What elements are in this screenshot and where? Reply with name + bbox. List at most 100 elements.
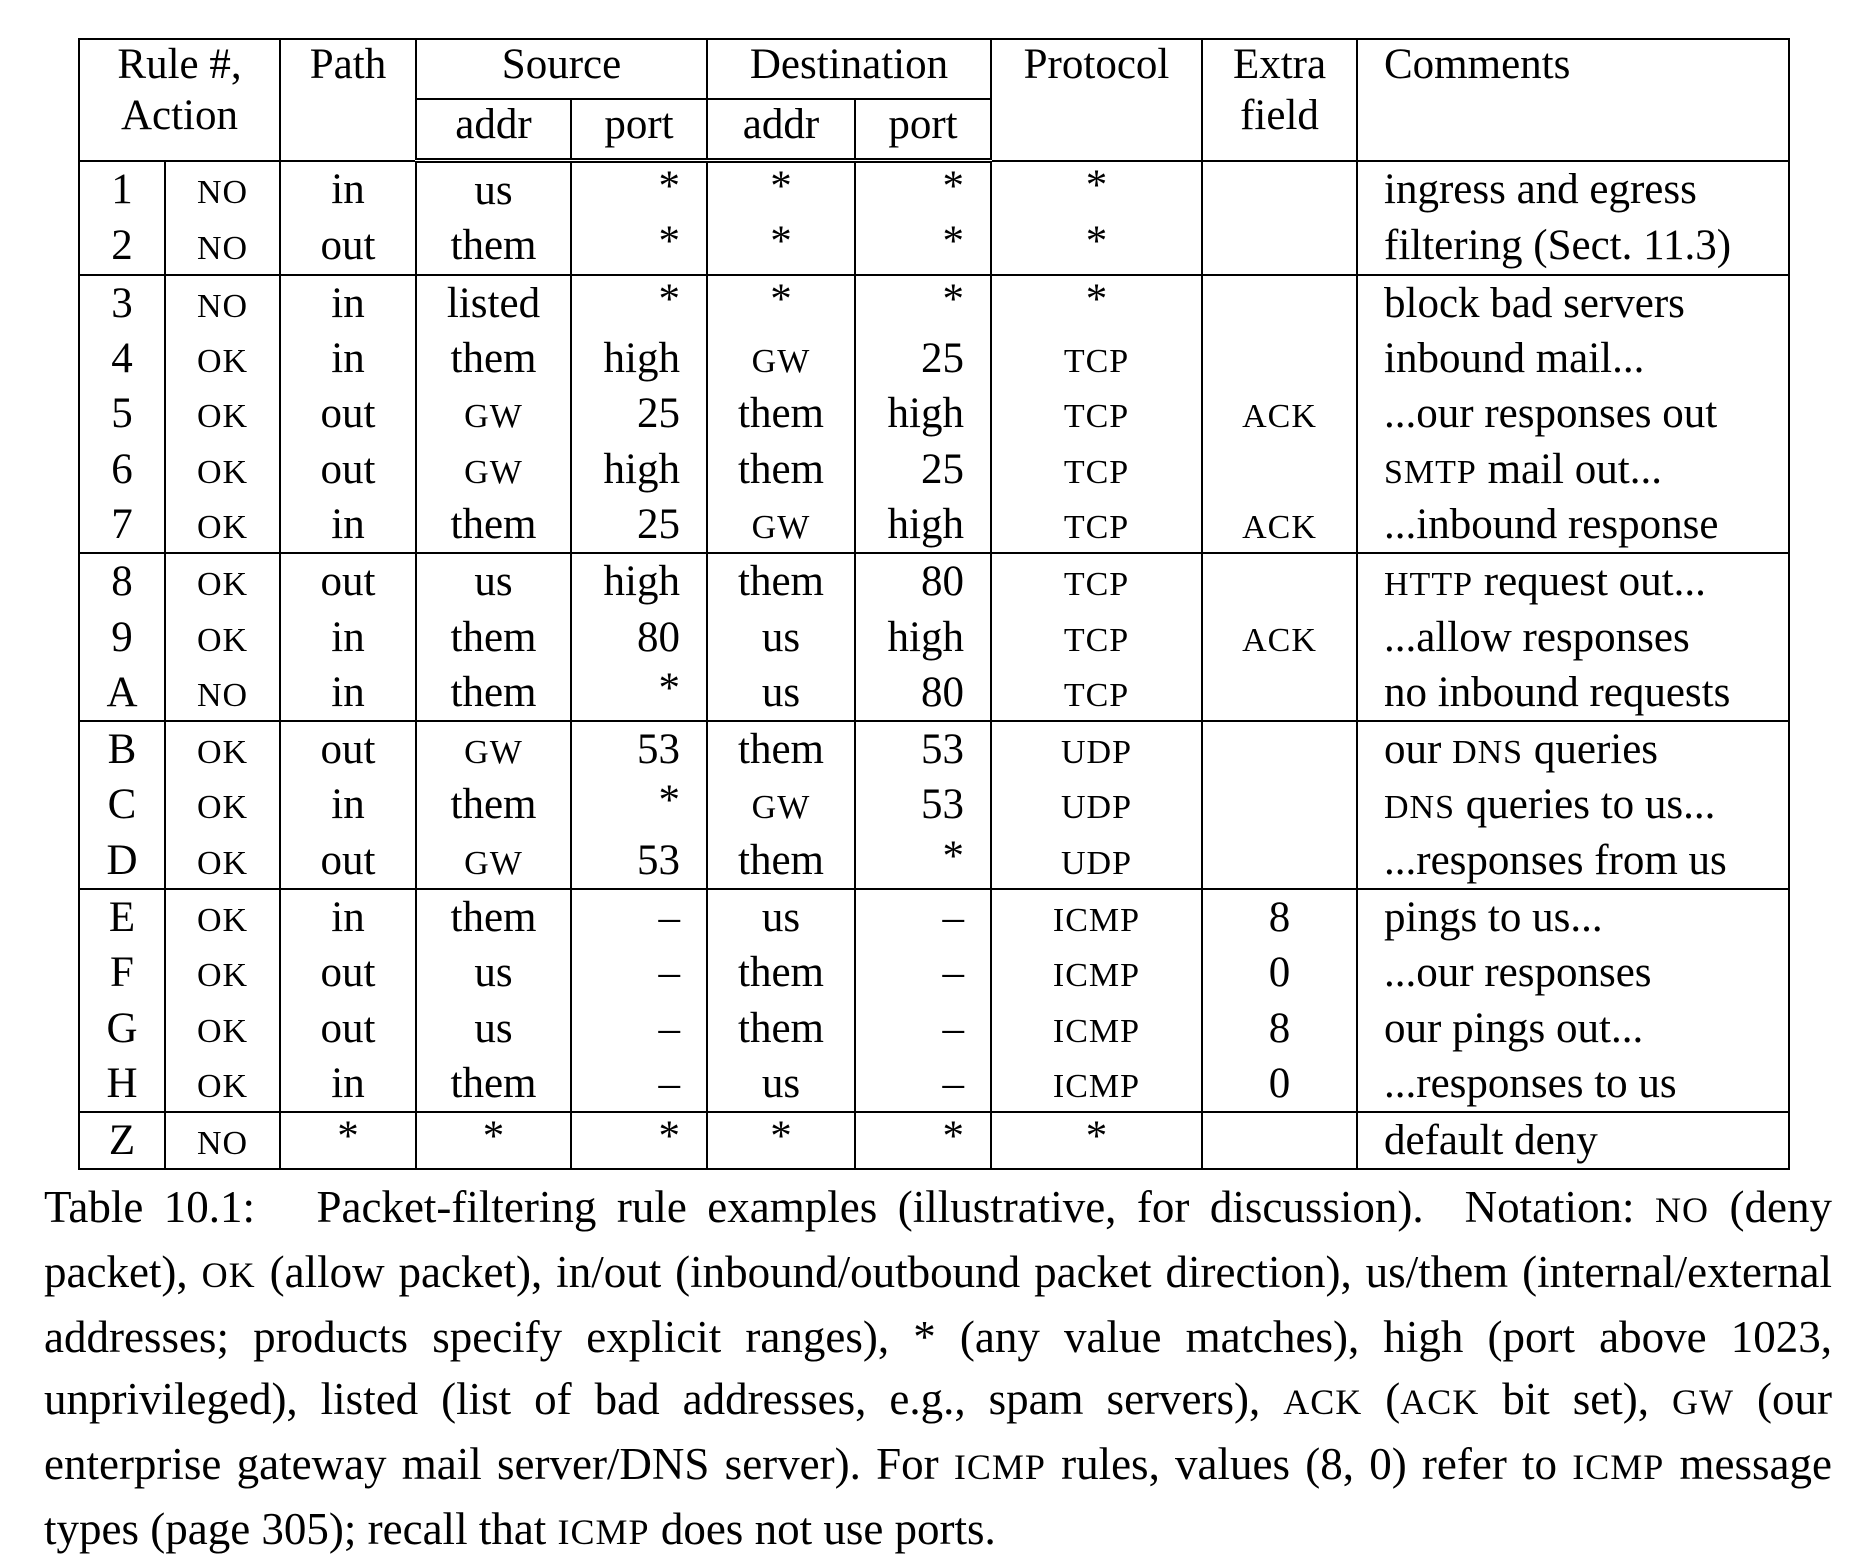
rule-path: in [279,887,417,946]
rule-path-value: in [331,500,365,548]
rule-extra-field-value: ACK [1242,621,1317,659]
rule-number: B [78,719,166,778]
rule-protocol-value: TCP [1063,453,1130,491]
rule-protocol-value: * [1085,162,1108,210]
comment-text: queries to us... [1455,781,1716,829]
table-row: Z NO * * * * * * default deny [78,1111,1790,1171]
rule-path-value: out [320,949,376,997]
rule-path: out [279,552,417,610]
rule-destination-port: high [854,496,992,554]
rule-destination-addr-value: them [738,1004,824,1052]
table-row: 5 OK out GW 25 them high TCP ACK ...our responses… [78,386,1790,442]
comment-text: filtering (Sect. 11.3) [1384,222,1732,270]
header-source: Source [415,38,708,99]
rule-destination-port: 25 [854,441,992,497]
rule-comment: our DNS queries [1356,719,1790,778]
rule-protocol-value: * [1085,275,1108,323]
table-row: C OK in them * GW 53 UDP DNS queries to us... [78,777,1790,833]
rule-number-value: 7 [111,500,133,548]
rule-destination-port-value: – [942,894,965,941]
comment-text: inbound mail... [1384,335,1645,383]
rule-destination-port-value: high [887,390,964,438]
rule-source-addr: them [415,887,572,946]
rule-destination-port-value: – [942,1004,965,1052]
rule-destination-addr: * [706,159,856,219]
rule-number: Z [78,1111,166,1171]
rule-source-port-value: high [603,558,680,606]
rule-action-value: OK [196,566,249,604]
rule-protocol: UDP [990,832,1203,889]
rule-action: OK [164,1055,281,1113]
header-comments: Comments [1356,38,1790,161]
header-rule-action: Rule #, Action [78,38,281,161]
rule-source-addr: listed [415,273,572,331]
rule-protocol-value: UDP [1060,734,1133,772]
rule-number-value: G [106,1004,138,1052]
rule-protocol: * [990,218,1203,275]
rule-source-addr-value: them [450,335,537,383]
rule-path: in [279,664,417,721]
rule-number-value: 9 [111,613,133,661]
rule-action-value: OK [196,1067,249,1105]
rule-destination-addr-value: them [738,836,824,884]
rule-destination-addr: them [706,552,856,610]
comment-acronym: DNS [1384,789,1456,827]
table-row: 3 NO in listed * * * * block bad servers [78,273,1790,331]
rule-path-value: in [331,613,365,661]
rule-path: in [279,496,417,554]
rule-extra-field: 8 [1201,887,1358,946]
rule-number: C [78,777,166,833]
rule-destination-port-value: 53 [921,726,964,774]
rule-comment: DNS queries to us... [1356,777,1790,833]
table-header: Rule #, Action Path Source Destination P… [78,38,1790,163]
table-row: D OK out GW 53 them * UDP ...responses from us [78,832,1790,889]
rule-protocol: TCP [990,330,1203,387]
rule-destination-addr-value: GW [751,508,811,546]
caption-text: (allow packet), in/out (inbound/outbound… [44,1247,1844,1424]
rule-source-addr: GW [415,441,572,497]
header-extra-line1: Extra [1232,41,1327,88]
rule-source-addr: GW [415,386,572,442]
caption-text: ( [1362,1374,1401,1424]
rule-action: OK [164,386,281,442]
rule-destination-port-value: – [942,949,965,997]
rule-destination-addr: us [706,1055,856,1113]
rule-source-addr-value: them [450,894,537,941]
rule-extra-field [1201,441,1358,497]
rule-number-value: 8 [111,558,133,606]
comment-text: no inbound requests [1384,668,1731,716]
rule-destination-port-value: 53 [921,781,964,829]
rule-destination-addr-value: us [761,894,801,941]
rule-source-port: * [570,664,708,721]
rule-path-value: out [320,222,376,270]
rule-destination-port-value: – [942,1059,965,1107]
caption-acronym: ICMP [1572,1447,1665,1487]
rule-protocol: TCP [990,664,1203,721]
rule-protocol: TCP [990,609,1203,665]
rule-destination-addr-value: them [738,390,824,438]
rule-destination-addr-value: * [770,163,792,211]
rule-destination-port: * [854,218,992,275]
comment-text: mail out... [1476,445,1662,493]
rule-comment: ...allow responses [1356,609,1790,665]
rule-path-value: out [320,445,376,493]
rule-source-addr: us [415,159,572,219]
header-extra-field: Extra field [1201,38,1358,161]
rule-source-addr: GW [415,832,572,889]
table-caption: Table 10.1: Packet-filtering rule exampl… [44,1176,1832,1563]
rule-destination-addr-value: * [770,218,792,266]
header-path: Path [279,38,417,161]
rule-destination-addr: them [706,1000,856,1056]
rule-source-addr-value: GW [464,734,523,772]
rule-number: 9 [78,609,166,665]
rule-source-addr: them [415,330,572,387]
rule-action: NO [164,1111,281,1171]
rule-destination-addr-value: us [761,613,801,661]
rule-comment: SMTP mail out... [1356,441,1790,497]
rule-action: OK [164,496,281,554]
rule-number: 8 [78,552,166,610]
rule-destination-port-value: * [942,1113,965,1161]
rule-protocol: ICMP [990,1000,1203,1056]
rule-action: OK [164,719,281,778]
rule-extra-field [1201,719,1358,778]
